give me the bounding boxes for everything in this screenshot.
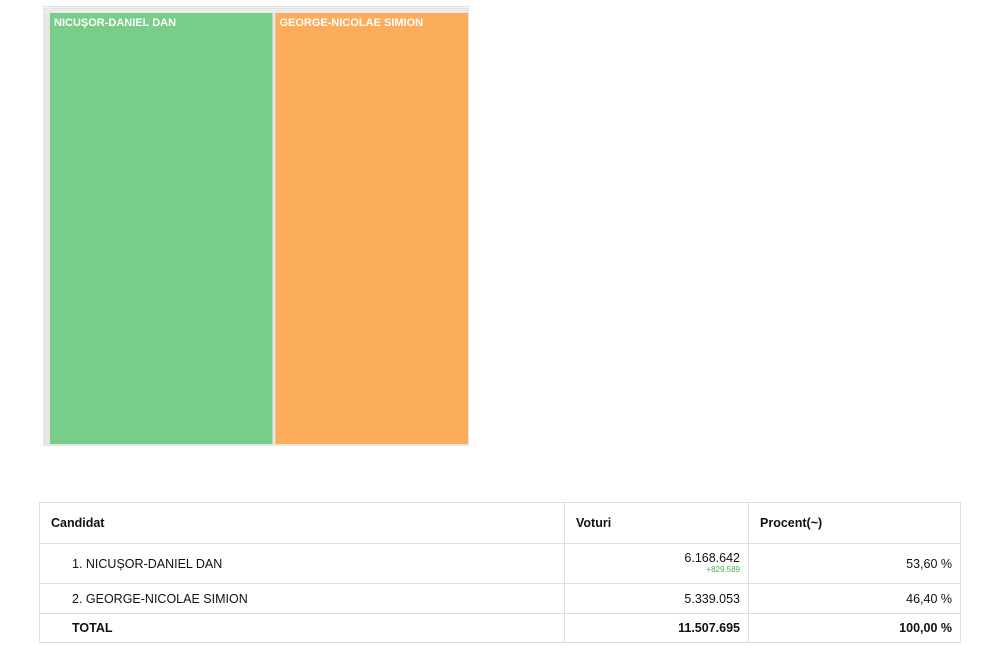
table-row: 1. NICUȘOR-DANIEL DAN 6.168.642 +829.589… [39, 543, 961, 584]
votes-cell: 6.168.642 +829.589 [564, 543, 749, 584]
treemap-svg: NICUȘOR-DANIEL DAN GEORGE-NICOLAE SIMION [50, 13, 468, 444]
total-percent: 100,00 % [748, 613, 961, 643]
table-total-row: TOTAL 11.507.695 100,00 % [39, 613, 961, 643]
votes-delta: +829.589 [706, 565, 740, 575]
percent-value: 46,40 % [748, 583, 961, 614]
treemap-label-1: NICUȘOR-DANIEL DAN [54, 17, 176, 29]
header-candidate: Candidat [39, 502, 565, 544]
candidate-name: 2. GEORGE-NICOLAE SIMION [39, 583, 565, 614]
votes-value: 6.168.642 [684, 550, 740, 565]
header-percent: Procent(~) [748, 502, 961, 544]
results-table: Candidat Voturi Procent(~) 1. NICUȘOR-DA… [39, 502, 961, 643]
table-row: 2. GEORGE-NICOLAE SIMION 5.339.053 46,40… [39, 583, 961, 614]
votes-value: 5.339.053 [564, 583, 749, 614]
total-votes: 11.507.695 [564, 613, 749, 643]
header-votes: Voturi [564, 502, 749, 544]
treemap-chart: NICUȘOR-DANIEL DAN GEORGE-NICOLAE SIMION [43, 6, 469, 446]
total-label: TOTAL [39, 613, 565, 643]
percent-value: 53,60 % [748, 543, 961, 584]
treemap-tile-1 [50, 13, 273, 444]
candidate-name: 1. NICUȘOR-DANIEL DAN [39, 543, 565, 584]
treemap-tile-2 [275, 13, 468, 444]
table-header-row: Candidat Voturi Procent(~) [39, 502, 961, 544]
treemap-label-2: GEORGE-NICOLAE SIMION [279, 17, 423, 29]
